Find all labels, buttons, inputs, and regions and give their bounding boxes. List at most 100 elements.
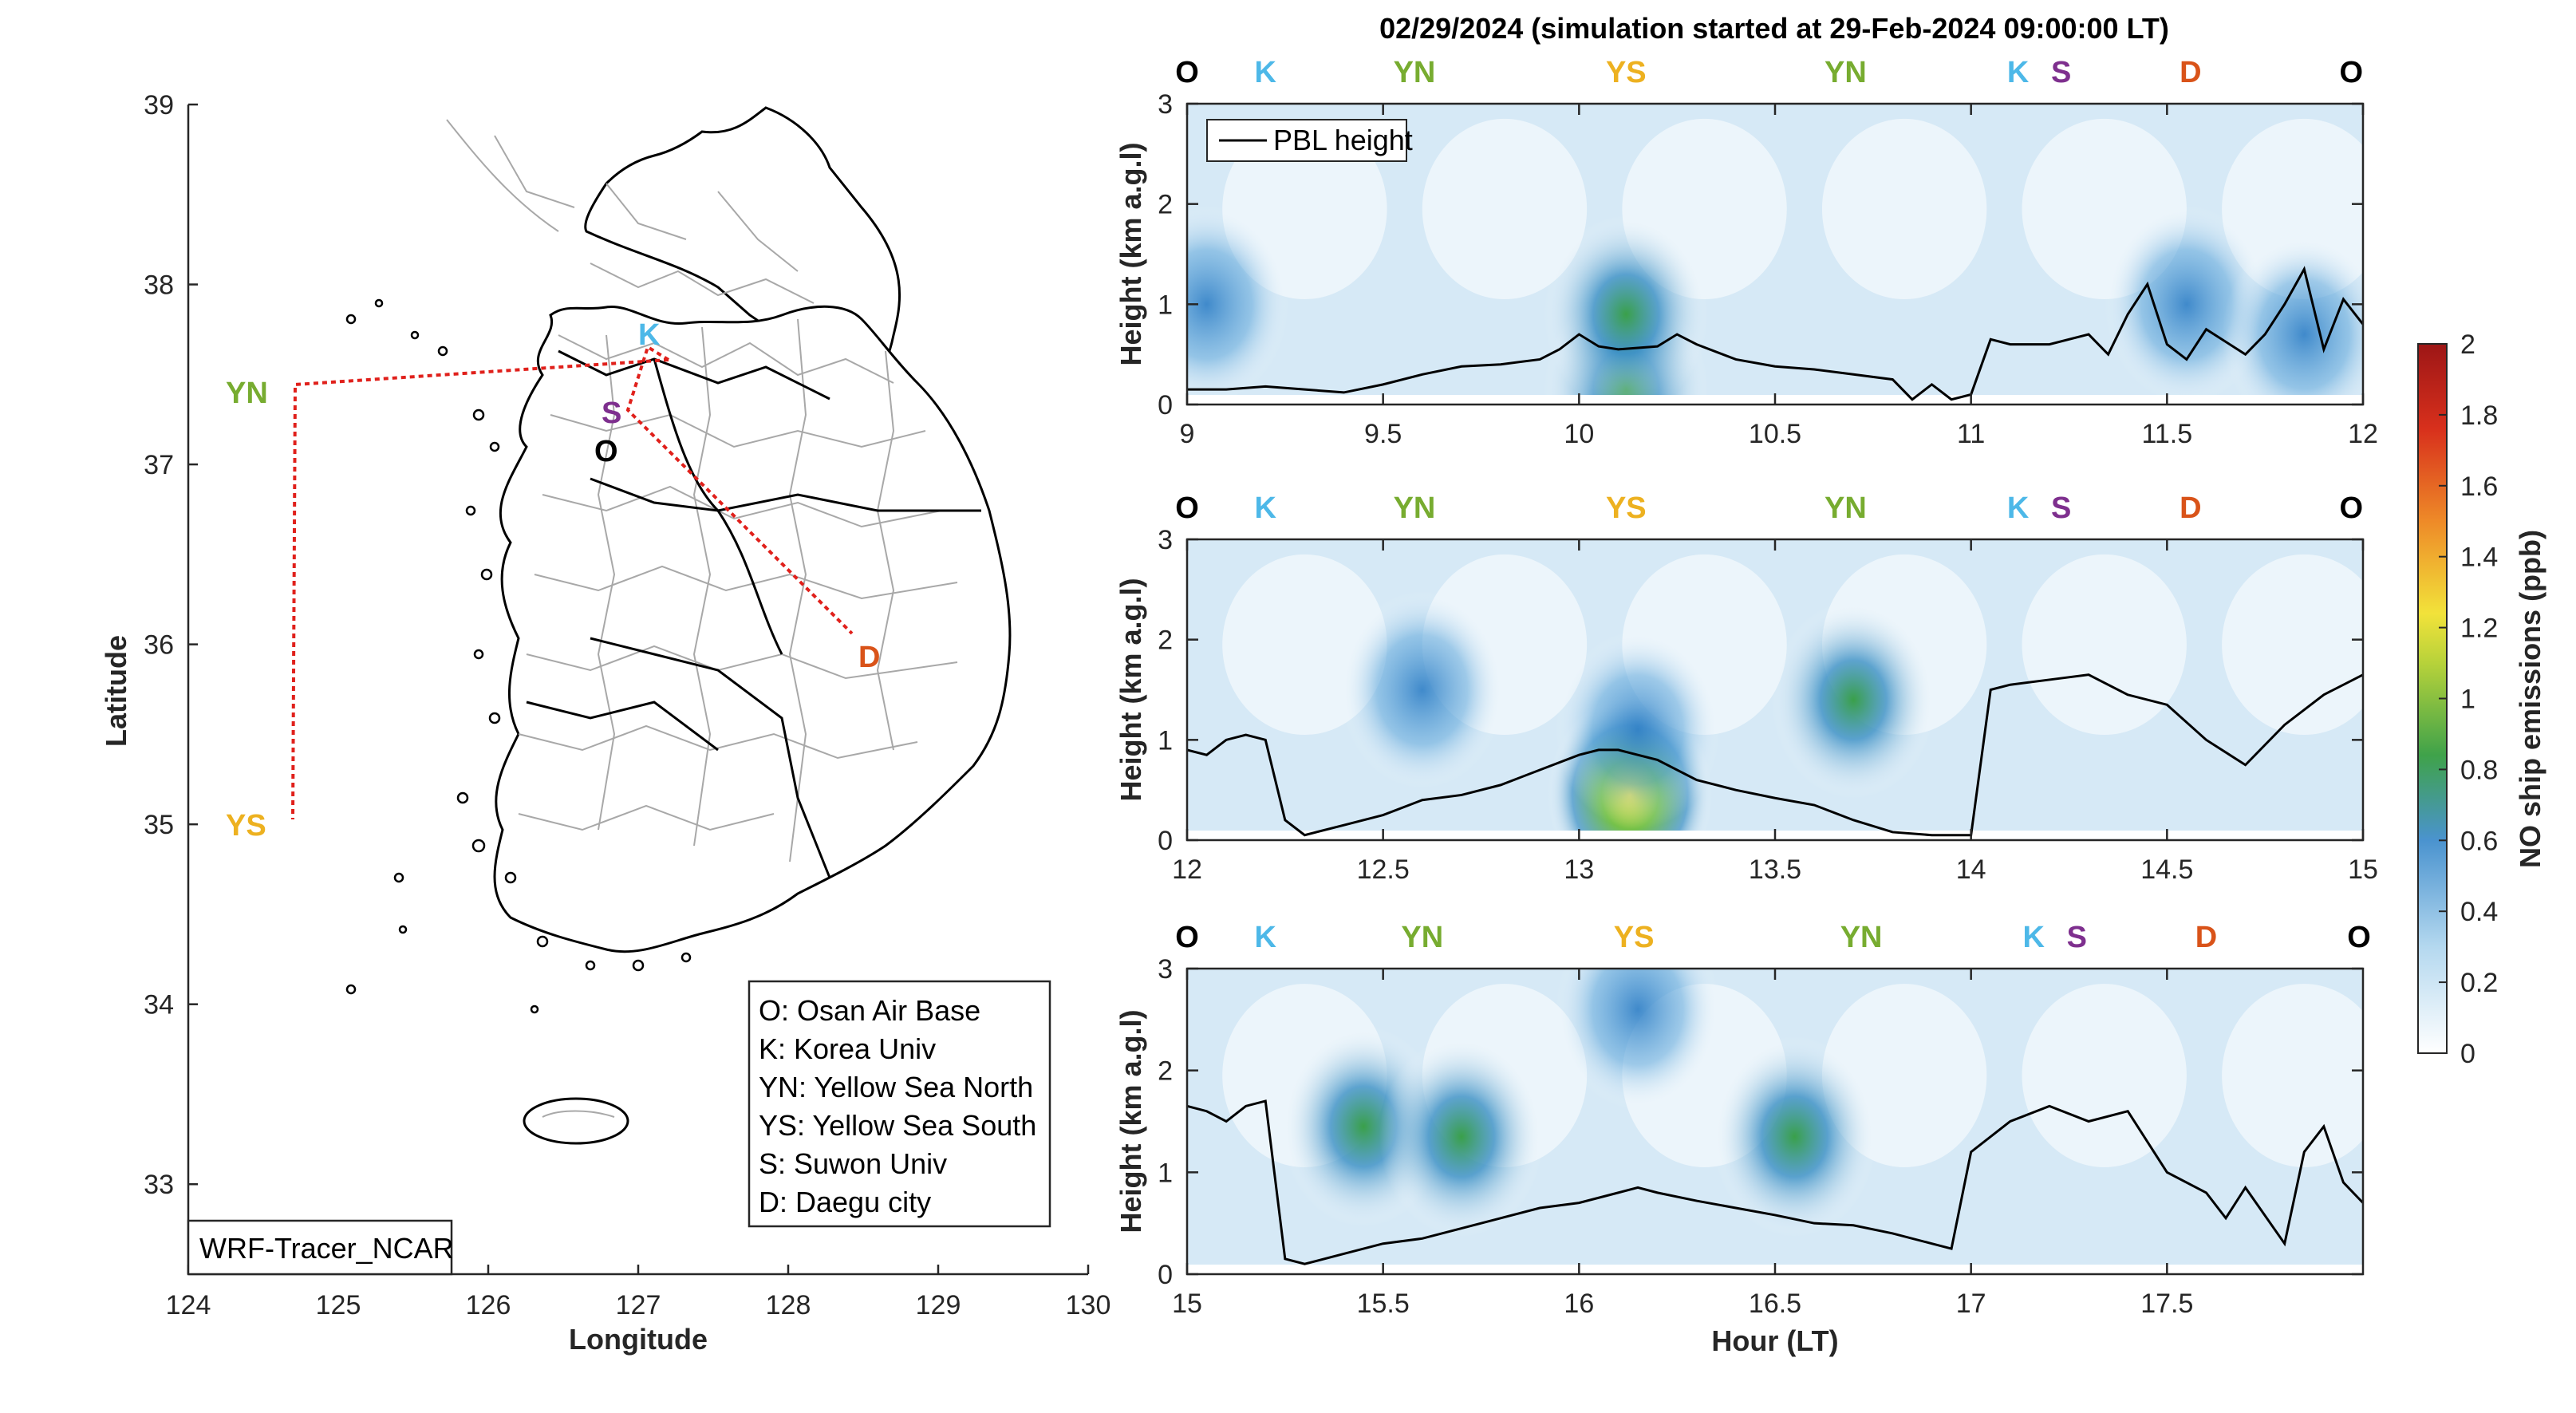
- colorbar-tick-label: 1.6: [2460, 472, 2498, 502]
- panel-x-tick-label: 14.5: [2140, 855, 2193, 885]
- field-patch: [1422, 118, 1588, 300]
- panel-x-tick-label: 11.5: [2142, 419, 2193, 449]
- panel-x-tick-label: 16: [1564, 1289, 1594, 1319]
- colorbar-tick-label: 0: [2460, 1039, 2475, 1069]
- panel-x-tick-label: 13: [1564, 855, 1594, 885]
- panel-y-tick-label: 2: [1158, 626, 1173, 656]
- map-x-tick-label: 125: [316, 1290, 361, 1320]
- panel-y-tick-label: 1: [1158, 1158, 1173, 1188]
- panel-site-label: D: [2180, 56, 2201, 89]
- legend-entry: YS: Yellow Sea South: [759, 1109, 1036, 1142]
- map-y-tick-label: 34: [144, 990, 174, 1020]
- colorbar-label: NO ship emissions (ppb): [2514, 530, 2546, 868]
- panel-y-tick-label: 3: [1158, 525, 1173, 555]
- panel-x-tick-label: 10.5: [1749, 419, 1801, 449]
- panel-y-tick-label: 1: [1158, 290, 1173, 320]
- panel-x-tick-label: 15.5: [1357, 1289, 1410, 1319]
- map-x-ticks: 124 125 126 127 128 129 130: [166, 1265, 1111, 1320]
- field-patch: [2022, 984, 2187, 1167]
- panel-x-tick-label: 17.5: [2140, 1289, 2193, 1319]
- field-patch: [2222, 554, 2363, 736]
- colorbar-tick-label: 0.6: [2460, 826, 2498, 856]
- panel-site-label: O: [2347, 921, 2371, 954]
- map-x-tick-label: 128: [766, 1290, 811, 1320]
- panel-site-label: YN: [1840, 921, 1883, 954]
- map-x-tick-label: 127: [616, 1290, 661, 1320]
- map-x-tick-label: 129: [916, 1290, 961, 1320]
- map-site-D: D: [858, 641, 880, 674]
- route-lines: [291, 344, 854, 820]
- colorbar-tick-label: 0.8: [2460, 755, 2498, 785]
- colorbar-tick-label: 1.8: [2460, 401, 2498, 431]
- panel-site-label: O: [1175, 921, 1199, 954]
- model-label-box: [187, 1219, 453, 1276]
- colorbar-tick-label: 2: [2460, 330, 2475, 360]
- panel-y-axis-label: Height (km a.g.l): [1114, 1009, 1147, 1233]
- map-x-axis-label: Longitude: [569, 1323, 708, 1356]
- panel-site-label: K: [1255, 921, 1277, 954]
- emission-hotspot: [1555, 630, 1721, 830]
- panel-site-label: K: [1255, 491, 1277, 525]
- panel-y-tick-label: 1: [1158, 725, 1173, 756]
- panel-y-tick-label: 0: [1158, 390, 1173, 420]
- panel-site-label: YS: [1606, 56, 1647, 89]
- emission-field: [1187, 969, 2363, 1274]
- map-site-YS: YS: [226, 809, 266, 843]
- map-legend-box: [748, 980, 1051, 1228]
- panel-site-label: K: [1255, 56, 1277, 89]
- panel-y-axis-label: Height (km a.g.l): [1114, 578, 1147, 801]
- panel-site-label: K: [2007, 56, 2030, 89]
- panel-x-tick-label: 16.5: [1749, 1289, 1801, 1319]
- map-x-tick-label: 130: [1066, 1290, 1111, 1320]
- colorbar-tick-label: 1: [2460, 685, 2475, 715]
- panel-site-label: YN: [1825, 491, 1867, 525]
- panel-y-tick-label: 0: [1158, 1260, 1173, 1290]
- panel-x-tick-label: 9.5: [1364, 419, 1402, 449]
- pbl-legend-label: PBL height: [1273, 124, 1413, 156]
- panel-y-tick-label: 3: [1158, 954, 1173, 985]
- panel-site-label: K: [2023, 921, 2045, 954]
- panel-x-tick-label: 15: [2348, 855, 2378, 885]
- panel-site-label: YN: [1401, 921, 1443, 954]
- map-y-tick-label: 37: [144, 450, 174, 480]
- legend-entry: K: Korea Univ: [759, 1032, 936, 1065]
- figure-title: 02/29/2024 (simulation started at 29-Feb…: [1379, 12, 2169, 45]
- pbl-height-line: [1187, 266, 2363, 401]
- emission-hotspot: [1555, 969, 1721, 1111]
- legend-entry: YN: Yellow Sea North: [759, 1071, 1033, 1103]
- panel-site-label: YS: [1614, 921, 1655, 954]
- panel-x-tick-label: 15: [1172, 1289, 1202, 1319]
- map-y-tick-label: 38: [144, 270, 174, 301]
- emission-hotspot: [1339, 590, 1505, 789]
- province-boundaries: [526, 349, 981, 878]
- panel-site-label: YN: [1394, 56, 1436, 89]
- field-patch: [1821, 118, 1987, 300]
- panel-site-label: YS: [1606, 491, 1647, 525]
- west-coast-islands: [345, 298, 692, 1014]
- emission-hotspot: [2222, 235, 2363, 405]
- jeju-island: [523, 1097, 629, 1145]
- panel-x-tick-label: 17: [1956, 1289, 1986, 1319]
- admin-boundaries: [446, 119, 958, 862]
- map-site-O: O: [594, 435, 618, 468]
- map-panel: 124 125 126 127 128 129 130 39 38 37 36 35 34 33 Lon…: [100, 90, 1110, 1356]
- panel-y-tick-label: 2: [1158, 1056, 1173, 1087]
- panel-y-axis-label: Height (km a.g.l): [1114, 142, 1147, 365]
- panel-site-label: O: [1175, 491, 1199, 525]
- panel-site-label: YN: [1394, 491, 1436, 525]
- legend-entry: D: Daegu city: [759, 1186, 931, 1218]
- panel-x-tick-label: 13.5: [1749, 855, 1801, 885]
- panel-site-label: K: [2007, 491, 2030, 525]
- emission-hotspot: [1544, 215, 1709, 405]
- panel-site-label: S: [2051, 491, 2071, 525]
- panel-x-tick-label: 10: [1564, 419, 1594, 449]
- panel-3: 15 15.5 16 16.5 17 17.5 3 2 1 0 Height (km a.g.l) H…: [1114, 921, 2371, 1357]
- map-site-S: S: [602, 397, 621, 430]
- map-y-tick-label: 35: [144, 810, 174, 840]
- emission-hotspot: [1379, 1036, 1544, 1238]
- panel-site-label: O: [2339, 56, 2363, 89]
- field-patch: [2022, 554, 2187, 736]
- pbl-height-line: [1187, 1099, 2363, 1265]
